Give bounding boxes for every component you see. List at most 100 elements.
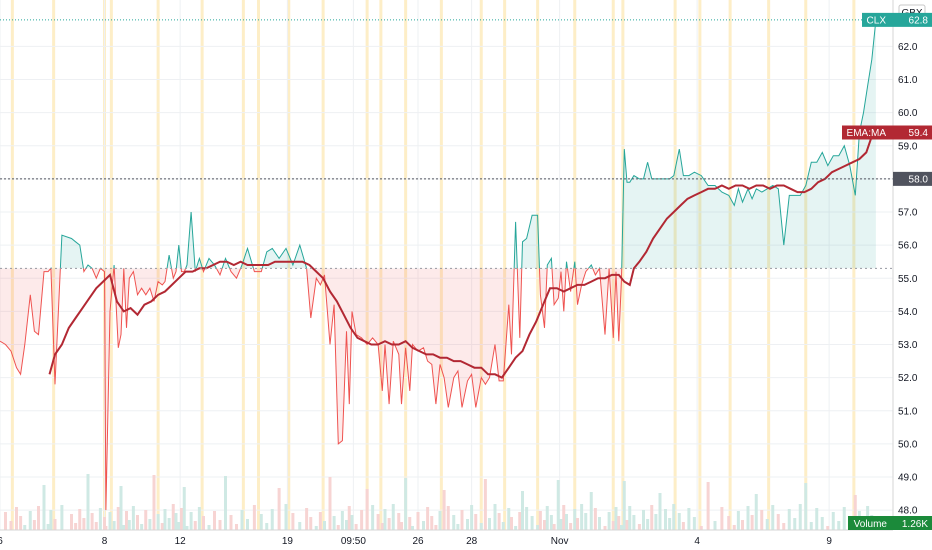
session-band-13	[439, 0, 443, 530]
y-tick-label-5: 57.0	[898, 208, 918, 219]
volume-bar-54	[224, 476, 227, 530]
session-band-8	[287, 0, 291, 530]
volume-bar-58	[246, 519, 249, 530]
volume-bar-166	[732, 525, 736, 530]
x-tick-label-0: 6	[0, 536, 3, 547]
volume-bar-102	[456, 524, 460, 530]
volume-bar-164	[720, 507, 724, 530]
volume-bar-56	[235, 524, 238, 530]
price-axis[interactable]: 62.0 61.0 60.0 59.0 58.0 57.0 56.0 55.0 54.0 53.0…	[892, 0, 932, 530]
volume-bar-129	[565, 514, 568, 530]
volume-bar-185	[831, 512, 835, 530]
volume-bar-147	[632, 515, 636, 530]
volume-bar-64	[284, 504, 288, 530]
session-band-14	[479, 0, 483, 530]
volume-bar-163	[713, 521, 717, 530]
session-band-19	[621, 0, 625, 530]
volume-bar-155	[668, 518, 672, 530]
session-band-3	[109, 0, 113, 530]
y-tick-label-10: 52.0	[898, 373, 918, 384]
volume-bar-85	[383, 509, 387, 530]
volume-bar-143	[620, 525, 623, 530]
volume-bar-126	[556, 480, 560, 530]
volume-bar-106	[474, 514, 478, 530]
session-band-15	[503, 0, 507, 530]
volume-bar-46	[185, 526, 189, 530]
session-band-10	[365, 0, 369, 530]
volume-bar-93	[416, 512, 420, 530]
volume-bar-134	[584, 513, 588, 530]
volume-bar-30	[127, 520, 131, 530]
volume-bar-14	[70, 514, 73, 530]
volume-bar-117	[521, 491, 524, 530]
volume-bar-24	[108, 512, 112, 530]
y-tick-label-6: 56.0	[898, 241, 918, 252]
volume-bar-31	[131, 506, 135, 530]
volume-bar-159	[687, 508, 691, 530]
x-tick-label-3: 19	[282, 536, 294, 547]
volume-bar-49	[197, 507, 201, 530]
volume-bar-141	[614, 507, 618, 530]
session-band-6	[241, 0, 245, 530]
volume-bar-170	[750, 515, 754, 530]
volume-bar-66	[298, 522, 302, 530]
volume-bar-42	[174, 513, 178, 530]
x-tick-label-4: 09:50	[341, 536, 366, 547]
volume-bar-103	[460, 510, 464, 530]
x-tick-label-5: 26	[412, 536, 424, 547]
volume-bar-113	[507, 508, 511, 530]
volume-bar-156	[672, 504, 676, 530]
volume-bar-3	[15, 507, 18, 530]
volume-bar-174	[771, 505, 775, 530]
volume-bar-39	[163, 509, 167, 530]
volume-bar-13	[60, 505, 64, 530]
session-band-12	[404, 0, 408, 530]
fill-above-baseline	[0, 19, 876, 269]
volume-bar-62	[270, 509, 274, 530]
session-band-11	[379, 0, 383, 530]
volume-bar-108	[483, 479, 487, 530]
time-axis[interactable]: 6 8 12 19 09:50 26 28 Nov 4 9	[0, 529, 932, 550]
volume-bar-140	[611, 521, 615, 530]
ema-series	[48, 132, 875, 379]
volume-bar-157	[677, 513, 681, 530]
x-tick-label-9: 9	[826, 536, 832, 547]
volume-bar-36	[152, 475, 156, 530]
volume-bar-87	[391, 504, 395, 530]
volume-bar-19	[90, 513, 94, 530]
volume-bar-41	[171, 504, 175, 530]
ema-tag-value: 59.4	[909, 128, 929, 139]
volume-bar-27	[119, 486, 123, 530]
volume-bar-89	[400, 522, 403, 530]
x-tick-label-2: 12	[175, 536, 187, 547]
volume-bar-162	[706, 482, 710, 530]
volume-bar-32	[136, 515, 139, 530]
volume-bar-137	[598, 517, 601, 530]
volume-bar-48	[193, 521, 197, 530]
volume-bar-124	[549, 515, 553, 530]
volume-bar-22	[103, 517, 106, 530]
volume-bar-152	[654, 514, 658, 530]
volume-bar-150	[646, 519, 650, 530]
clx-tag-name: CLX	[867, 15, 887, 26]
volume-bar-127	[559, 519, 563, 530]
volume-bar-74	[336, 525, 340, 530]
volume-bar-23	[104, 526, 108, 530]
volume-bar-86	[387, 518, 391, 530]
volume-bar-110	[493, 504, 497, 530]
volume-bar-69	[314, 526, 318, 530]
x-tick-label-1: 8	[102, 536, 108, 547]
volume-bar-2	[9, 521, 13, 530]
volume-bar-44	[180, 508, 183, 530]
ema-line	[48, 132, 875, 379]
volume-bar-73	[332, 516, 336, 530]
volume-bar-34	[144, 510, 148, 530]
volume-bar-95	[426, 507, 430, 530]
volume-bar-25	[112, 521, 116, 530]
volume-bar-55	[229, 515, 233, 530]
volume-bar-180	[804, 483, 808, 530]
session-band-23	[767, 0, 771, 530]
volume-bar-168	[741, 520, 744, 530]
volume-bar-28	[122, 525, 126, 530]
